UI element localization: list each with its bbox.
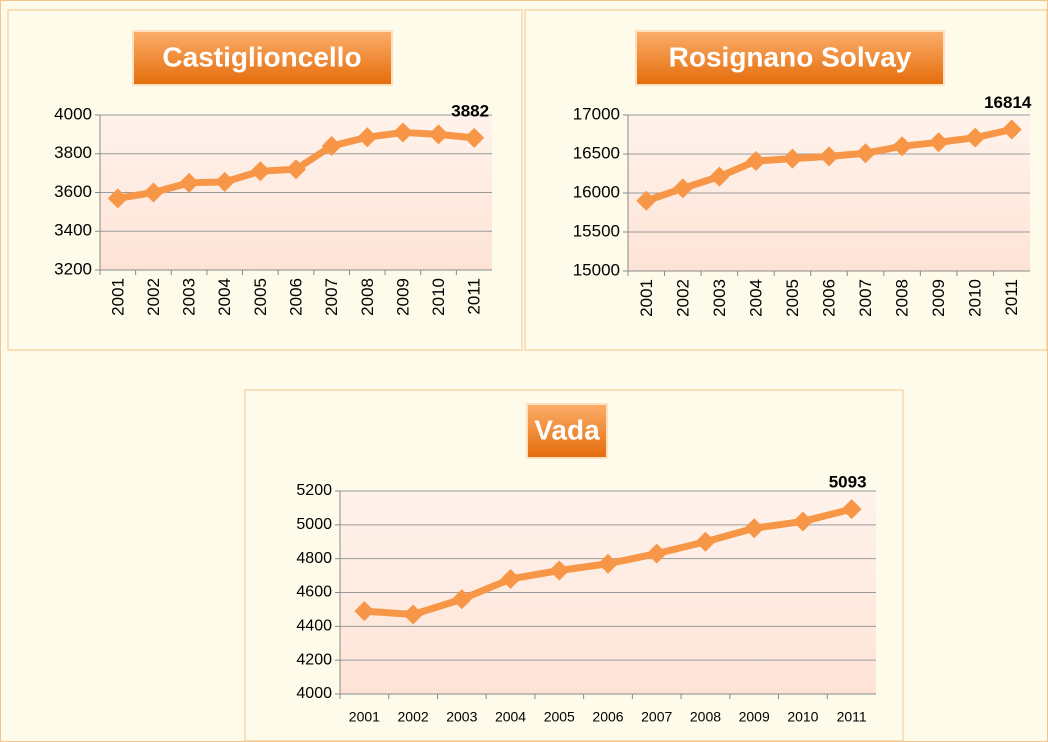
data-point — [744, 518, 765, 539]
x-tick-label: 2005 — [251, 278, 270, 316]
y-tick-label: 3400 — [54, 221, 92, 240]
data-point — [672, 178, 693, 199]
y-tick-label: 3200 — [54, 259, 92, 278]
data-point — [321, 136, 342, 156]
data-point — [428, 124, 449, 145]
x-tick-label: 2010 — [787, 709, 818, 725]
y-tick-label: 4800 — [296, 550, 332, 567]
data-point — [464, 127, 485, 148]
data-point — [549, 560, 570, 581]
chart-title: Castiglioncello — [162, 41, 361, 72]
data-point — [1001, 119, 1022, 140]
x-tick-label: 2004 — [746, 279, 765, 317]
x-tick-label: 2005 — [544, 709, 575, 725]
data-point — [841, 499, 862, 520]
y-tick-label: 16500 — [573, 143, 620, 162]
data-point — [782, 148, 803, 169]
data-point — [745, 151, 766, 172]
data-label: 3882 — [451, 101, 489, 120]
x-tick-label: 2008 — [690, 709, 721, 725]
y-tick-label: 15500 — [573, 221, 620, 240]
data-point — [107, 188, 128, 209]
x-tick-label: 2006 — [820, 279, 839, 317]
x-tick-label: 2006 — [592, 709, 623, 725]
x-tick-label: 2001 — [108, 278, 127, 316]
x-tick-label: 2005 — [783, 279, 802, 317]
title-box — [132, 30, 393, 86]
data-point — [143, 182, 164, 203]
x-tick-label: 2011 — [837, 709, 867, 725]
x-tick-label: 2001 — [349, 709, 380, 725]
data-point — [286, 159, 306, 180]
x-tick-label: 2007 — [641, 709, 672, 725]
x-tick-label: 2004 — [215, 278, 234, 316]
y-tick-label: 16000 — [573, 182, 620, 201]
title-box — [526, 403, 608, 459]
x-tick-label: 2003 — [180, 278, 199, 316]
data-label: 5093 — [829, 473, 867, 492]
data-point — [636, 190, 657, 211]
y-tick-label: 4600 — [296, 584, 332, 601]
data-point — [451, 589, 472, 610]
data-point — [792, 511, 813, 532]
data-point — [819, 146, 839, 167]
data-point — [892, 136, 913, 157]
x-tick-label: 2002 — [144, 278, 163, 316]
x-tick-label: 2006 — [287, 278, 306, 316]
data-point — [709, 166, 730, 187]
x-tick-label: 2009 — [929, 279, 948, 317]
y-tick-label: 4400 — [296, 618, 332, 635]
x-tick-label: 2011 — [1002, 279, 1021, 316]
x-tick-label: 2002 — [398, 709, 429, 725]
data-point — [214, 171, 235, 192]
data-point — [965, 127, 986, 148]
y-tick-label: 4000 — [54, 104, 92, 123]
x-tick-label: 2009 — [739, 709, 770, 725]
y-tick-label: 5000 — [296, 516, 332, 533]
x-tick-label: 2008 — [893, 279, 912, 317]
y-tick-label: 4000 — [296, 685, 332, 702]
x-tick-label: 2009 — [393, 278, 412, 316]
y-tick-label: 4200 — [296, 651, 332, 668]
chart-title: Rosignano Solvay — [669, 41, 912, 72]
x-tick-label: 2011 — [465, 278, 484, 315]
x-tick-label: 2002 — [673, 279, 692, 317]
y-tick-label: 3600 — [54, 182, 92, 201]
data-point — [646, 543, 667, 564]
x-tick-label: 2007 — [856, 279, 875, 317]
data-point — [403, 604, 424, 625]
data-point — [250, 161, 271, 182]
title-box — [635, 30, 945, 86]
data-point — [354, 601, 375, 622]
data-point — [500, 568, 521, 589]
data-label: 16814 — [984, 93, 1032, 112]
y-tick-label: 5200 — [296, 482, 332, 499]
data-point — [695, 531, 716, 552]
x-tick-label: 2007 — [322, 278, 341, 316]
data-point — [357, 127, 378, 148]
x-tick-label: 2003 — [446, 709, 477, 725]
x-tick-label: 2003 — [710, 279, 729, 317]
y-tick-label: 17000 — [573, 104, 620, 123]
x-tick-label: 2001 — [637, 279, 656, 317]
data-point — [179, 172, 200, 193]
data-point — [598, 553, 618, 574]
y-tick-label: 15000 — [573, 260, 620, 279]
x-tick-label: 2004 — [495, 709, 526, 725]
x-tick-label: 2008 — [358, 278, 377, 316]
x-tick-label: 2010 — [966, 279, 985, 317]
y-tick-label: 3800 — [54, 143, 92, 162]
data-point — [855, 143, 876, 164]
data-point — [928, 132, 949, 153]
x-tick-label: 2010 — [429, 278, 448, 316]
data-point — [392, 122, 413, 143]
chart-title: Vada — [534, 414, 600, 445]
